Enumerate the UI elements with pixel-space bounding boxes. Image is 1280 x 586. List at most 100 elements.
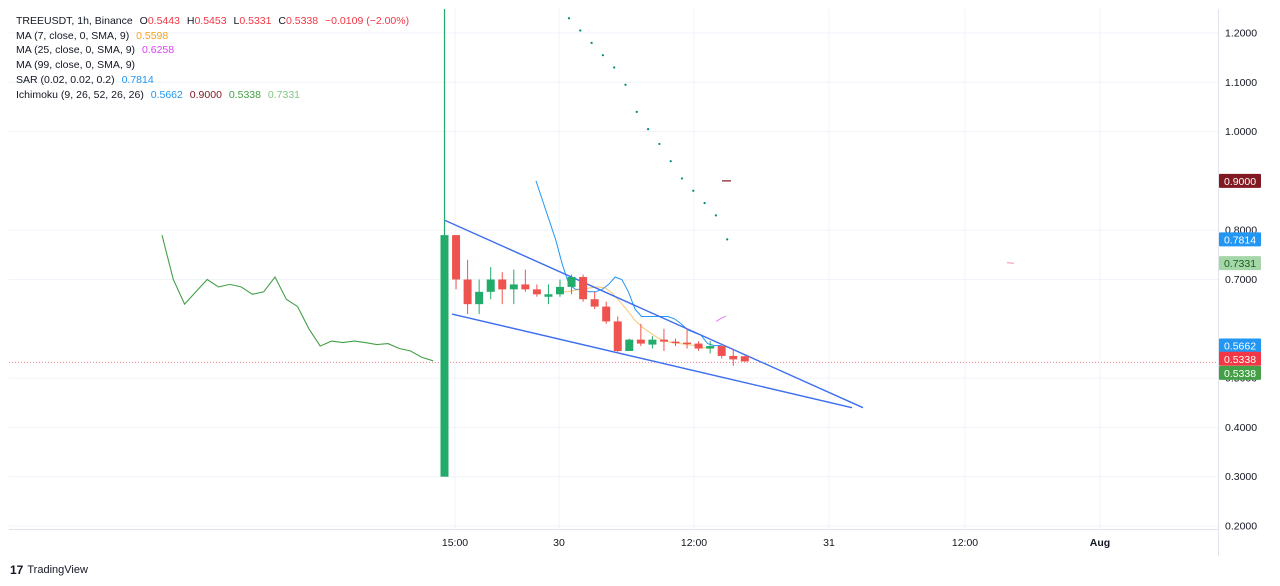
candle-body xyxy=(683,342,692,345)
price-tick-label: 0.2000 xyxy=(1225,521,1257,533)
chart-axes: 1.20001.10001.00000.80000.70000.50000.40… xyxy=(442,28,1257,550)
price-label-ichimoku-lead2: 0.9000 xyxy=(1224,176,1256,188)
candle-body xyxy=(498,279,507,290)
price-label-ichimoku-lead2-badge xyxy=(1219,173,1261,188)
time-axis-border xyxy=(9,529,1218,530)
candle-body xyxy=(579,277,588,300)
candle-body xyxy=(463,279,472,305)
sar-dot xyxy=(567,17,571,20)
price-axis-labels: 0.9000 0.7814 0.7331 0.5662 0.5338 0.5338 xyxy=(1219,173,1261,380)
time-tick-label: 12:00 xyxy=(681,537,707,549)
indicator-value: 0.9000 xyxy=(189,88,222,101)
sar-dot xyxy=(714,214,718,217)
symbol-label: TREEUSDT, 1h, Binance xyxy=(16,15,133,27)
candle-body xyxy=(625,339,634,351)
candle-body xyxy=(475,291,484,305)
ma25-line xyxy=(715,315,727,322)
time-tick-label: 30 xyxy=(553,537,565,549)
price-label-ichimoku-lagging-badge xyxy=(1219,365,1261,380)
indicator-label: Ichimoku (9, 26, 52, 26, 26) xyxy=(16,88,144,101)
ohlc-close: C0.5338 xyxy=(278,15,319,27)
indicator-label: MA (25, close, 0, SMA, 9) xyxy=(16,44,136,57)
indicator-label: MA (7, close, 0, SMA, 9) xyxy=(16,29,130,42)
sar-dot xyxy=(680,177,684,180)
indicator-value: 0.5662 xyxy=(150,88,183,101)
candle-body xyxy=(544,294,553,297)
wedge-upper-trendline xyxy=(444,219,864,409)
indicator-value: 0.5598 xyxy=(136,29,169,42)
candle-body xyxy=(648,339,657,345)
sar-dot xyxy=(669,160,672,163)
sar-dot xyxy=(647,128,650,131)
candle-body xyxy=(659,339,668,342)
candle-body xyxy=(613,321,622,351)
candle-body xyxy=(556,286,564,295)
wedge-lower-trendline xyxy=(451,313,853,409)
tradingview-logo-icon: 17 xyxy=(10,563,24,577)
candle-body xyxy=(521,284,530,290)
candle-body xyxy=(509,284,518,290)
candle-body xyxy=(694,343,703,349)
price-tick-label: 0.7000 xyxy=(1225,274,1257,286)
indicator-value: 0.5338 xyxy=(228,88,261,101)
price-label-last-price: 0.5338 xyxy=(1224,354,1256,366)
indicator-value: 0.7814 xyxy=(121,73,154,86)
candle-body xyxy=(602,306,611,322)
candle-body xyxy=(740,356,749,362)
symbol-row[interactable]: TREEUSDT, 1h, Binance O0.5443 H0.5453 L0… xyxy=(16,14,409,29)
sar-dot xyxy=(635,110,638,113)
candle-body xyxy=(706,346,715,349)
price-tick-label: 1.0000 xyxy=(1225,126,1257,138)
sar-dot xyxy=(601,54,605,57)
ohlc-high: H0.5453 xyxy=(186,15,227,27)
indicator-ma7[interactable]: MA (7, close, 0, SMA, 9) 0.5598 xyxy=(16,29,409,44)
sar-dot xyxy=(590,41,593,44)
indicator-ichimoku[interactable]: Ichimoku (9, 26, 52, 26, 26) 0.5662 0.90… xyxy=(16,88,409,103)
sar-dot xyxy=(579,29,582,32)
candle-body xyxy=(671,341,680,344)
sar-dot xyxy=(658,142,661,146)
indicator-ma99[interactable]: MA (99, close, 0, SMA, 9) xyxy=(16,58,409,73)
price-label-ichimoku-lead1-badge xyxy=(1219,256,1261,271)
sar-dot xyxy=(692,189,695,192)
indicator-value: 0.7331 xyxy=(267,88,301,101)
price-label-last-price-badge xyxy=(1219,351,1261,366)
price-tick-label: 0.3000 xyxy=(1225,471,1257,483)
price-label-ichimoku-lead1: 0.7331 xyxy=(1224,258,1256,270)
chart-series xyxy=(9,9,1218,477)
price-label-ichimoku-lagging: 0.5338 xyxy=(1224,368,1256,380)
indicator-value: 0.6258 xyxy=(141,44,175,57)
ohlc-low: L0.5331 xyxy=(233,15,272,27)
indicator-label: MA (99, close, 0, SMA, 9) xyxy=(16,59,136,72)
sar-dot xyxy=(726,238,729,241)
price-label-sar: 0.7814 xyxy=(1224,234,1256,246)
indicator-sar[interactable]: SAR (0.02, 0.02, 0.2) 0.7814 xyxy=(16,73,409,88)
ohlc-change: −0.0109 (−2.00%) xyxy=(325,15,410,27)
price-tick-label: 0.4000 xyxy=(1225,422,1257,434)
candle-body xyxy=(636,339,645,344)
candle-body xyxy=(440,235,449,477)
candle-body xyxy=(452,235,461,280)
time-tick-label: Aug xyxy=(1090,537,1110,549)
chart-legend: TREEUSDT, 1h, Binance O0.5443 H0.5453 L0… xyxy=(16,14,409,102)
sar-dot xyxy=(703,201,706,205)
ohlc-open: O0.5443 xyxy=(139,15,180,27)
candle-body xyxy=(532,289,541,295)
price-label-sar-badge xyxy=(1219,232,1261,247)
price-label-ichimoku-conversion: 0.5662 xyxy=(1224,340,1256,352)
candle-body xyxy=(729,355,738,360)
candle-body xyxy=(567,277,576,287)
indicator-ma25[interactable]: MA (25, close, 0, SMA, 9) 0.6258 xyxy=(16,43,409,58)
sar-dot xyxy=(613,66,616,69)
time-tick-label: 31 xyxy=(823,537,835,549)
brand-name: TradingView xyxy=(27,564,88,576)
price-tick-label: 1.1000 xyxy=(1225,77,1257,89)
sar-dot xyxy=(624,83,627,86)
time-tick-label: 15:00 xyxy=(442,537,468,549)
time-tick-label: 12:00 xyxy=(952,537,978,549)
candle-body xyxy=(486,279,495,292)
tradingview-footer[interactable]: 17 TradingView xyxy=(10,563,88,577)
ichimoku-conversion-line xyxy=(535,180,721,347)
price-tick-label: 1.2000 xyxy=(1225,28,1257,40)
